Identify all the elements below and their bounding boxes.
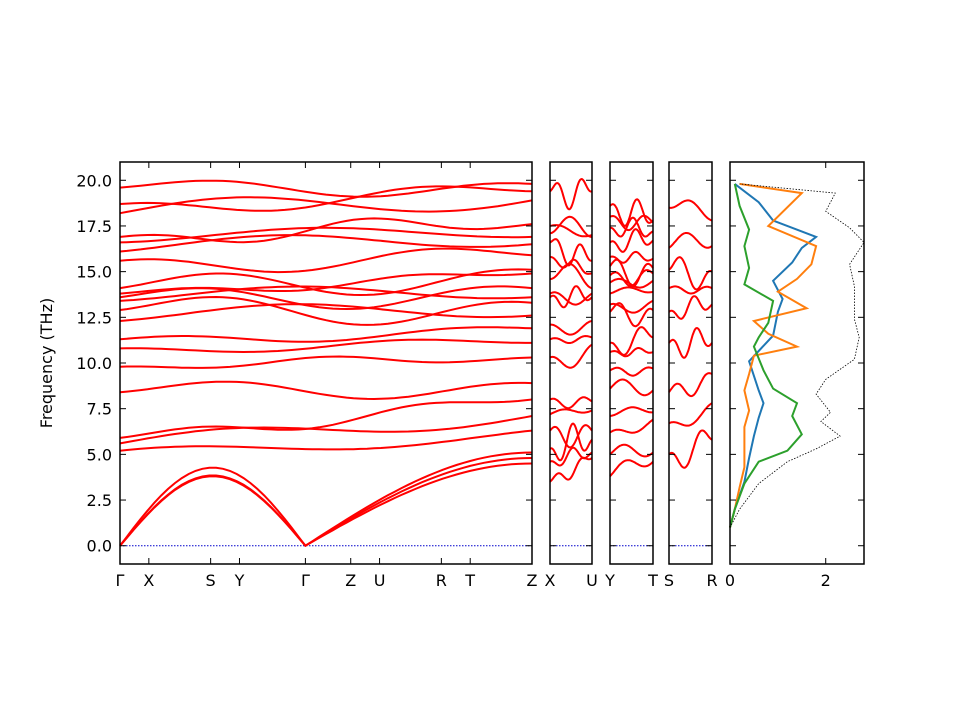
band-line xyxy=(549,422,593,462)
band-line xyxy=(609,216,654,238)
band-line xyxy=(609,302,654,328)
band-line xyxy=(668,402,713,427)
band-line xyxy=(549,224,593,238)
band-line xyxy=(668,326,713,359)
dos-partial-line xyxy=(729,183,819,528)
x-tick-label: Y xyxy=(604,571,615,590)
band-line xyxy=(119,303,533,322)
x-tick-label: R xyxy=(706,571,717,590)
x-tick-label: Γ xyxy=(301,571,310,590)
y-tick-label: 7.5 xyxy=(87,400,112,419)
x-tick-label: T xyxy=(647,571,658,590)
band-panel-frame xyxy=(119,161,533,565)
band-line xyxy=(549,408,593,416)
band-line xyxy=(549,343,593,369)
band-line xyxy=(609,459,654,477)
band-line xyxy=(668,295,713,320)
band-line xyxy=(119,355,533,369)
x-tick-label: Z xyxy=(527,571,538,590)
y-tick-label: 5.0 xyxy=(87,445,112,464)
band-line xyxy=(549,177,593,211)
band-line xyxy=(549,446,593,467)
band-line xyxy=(119,185,533,212)
x-tick-label: Γ xyxy=(116,571,125,590)
band-line xyxy=(609,366,654,377)
band-line xyxy=(119,338,532,354)
band-line xyxy=(119,295,533,326)
band-line xyxy=(119,415,533,445)
x-tick-label: X xyxy=(143,571,154,590)
band-line xyxy=(549,238,593,267)
x-tick-label: T xyxy=(464,571,475,590)
band-line xyxy=(549,396,593,410)
band-panel-frame xyxy=(668,161,713,565)
x-tick-label: Z xyxy=(345,571,356,590)
band-line xyxy=(609,198,654,227)
band-line xyxy=(609,443,654,458)
dos-total-line xyxy=(729,183,865,528)
band-line xyxy=(609,406,654,417)
dos-partial-line xyxy=(729,182,818,528)
band-line xyxy=(119,326,533,343)
band-line xyxy=(549,291,593,306)
band-line xyxy=(668,232,713,249)
dos-x-tick-label: 0 xyxy=(725,571,735,590)
x-tick-label: U xyxy=(374,571,386,590)
band-line xyxy=(668,285,713,295)
band-line xyxy=(119,217,533,244)
x-tick-label: S xyxy=(206,571,216,590)
band-line xyxy=(119,429,533,452)
band-line xyxy=(609,299,654,314)
band-line xyxy=(549,424,593,449)
band-line xyxy=(550,320,593,336)
band-line xyxy=(549,334,593,344)
band-line xyxy=(609,378,654,397)
band-line xyxy=(609,286,654,295)
band-line xyxy=(550,256,592,275)
band-line xyxy=(668,256,713,291)
x-tick-label: X xyxy=(545,571,556,590)
band-line xyxy=(549,456,593,483)
band-panel-frame xyxy=(549,161,593,565)
band-line xyxy=(119,380,533,401)
band-line xyxy=(609,250,654,264)
band-line xyxy=(609,228,654,253)
band-line xyxy=(609,347,654,358)
dos-partial-line xyxy=(729,183,804,528)
band-line xyxy=(609,418,654,434)
band-line xyxy=(668,372,713,398)
y-tick-label: 2.5 xyxy=(87,491,112,510)
x-tick-label: Y xyxy=(234,571,245,590)
band-line xyxy=(119,398,533,439)
band-line xyxy=(119,179,533,198)
y-axis-label: Frequency (THz) xyxy=(37,298,56,428)
band-line xyxy=(609,214,654,232)
y-tick-label: 10.0 xyxy=(76,354,112,373)
band-line xyxy=(668,199,713,222)
y-tick-label: 15.0 xyxy=(76,263,112,282)
y-tick-label: 20.0 xyxy=(76,171,112,190)
y-tick-label: 12.5 xyxy=(76,308,112,327)
band-line xyxy=(668,429,713,469)
x-tick-label: R xyxy=(436,571,447,590)
band-line xyxy=(549,263,593,290)
band-line xyxy=(549,215,592,238)
x-tick-label: S xyxy=(664,571,674,590)
band-line xyxy=(119,234,533,253)
band-line xyxy=(119,247,533,274)
dos-x-tick-label: 2 xyxy=(821,571,831,590)
band-line xyxy=(119,451,533,548)
y-tick-label: 0.0 xyxy=(87,537,112,556)
band-line xyxy=(609,326,654,356)
y-tick-label: 17.5 xyxy=(76,217,112,236)
x-tick-label: U xyxy=(586,571,598,590)
band-line xyxy=(119,268,533,297)
